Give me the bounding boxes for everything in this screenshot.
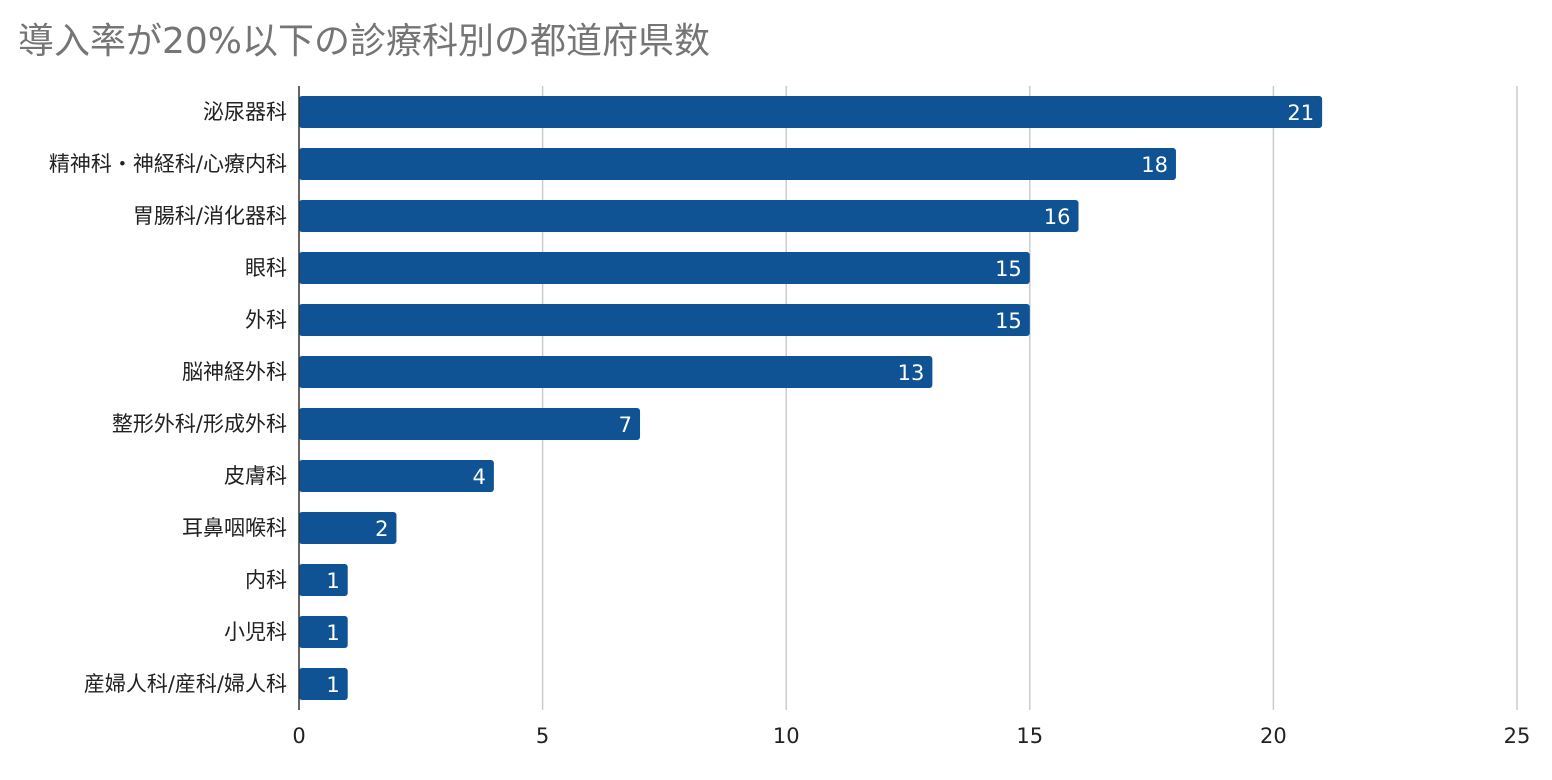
x-tick-label-15: 15: [1016, 724, 1043, 748]
x-tick-label-5: 5: [536, 724, 549, 748]
value-label-1: 18: [1141, 153, 1168, 177]
bars: [299, 96, 1323, 700]
category-label-1: 精神科・神経科/心療内科: [49, 152, 287, 176]
value-label-10: 1: [326, 621, 339, 645]
category-label-9: 内科: [245, 568, 287, 592]
x-tick-label-0: 0: [292, 724, 305, 748]
value-label-5: 13: [898, 361, 925, 385]
value-label-2: 16: [1044, 205, 1071, 229]
value-label-4: 15: [995, 309, 1022, 333]
category-label-10: 小児科: [224, 620, 287, 644]
bar-1: [299, 148, 1176, 180]
bar-9: [299, 564, 348, 596]
x-tick-label-20: 20: [1260, 724, 1287, 748]
value-label-8: 2: [375, 517, 388, 541]
bar-0: [299, 96, 1323, 128]
x-tick-label-25: 25: [1504, 724, 1531, 748]
gridlines: [541, 86, 1518, 710]
value-label-6: 7: [619, 413, 632, 437]
bar-7: [299, 460, 494, 492]
category-label-4: 外科: [245, 308, 287, 332]
category-label-2: 胃腸科/消化器科: [133, 204, 287, 228]
value-label-3: 15: [995, 257, 1022, 281]
bar-3: [299, 252, 1030, 284]
bar-6: [299, 408, 641, 440]
category-label-5: 脳神経外科: [182, 360, 287, 384]
bar-8: [299, 512, 397, 544]
category-label-11: 産婦人科/産科/婦人科: [84, 672, 287, 696]
bar-5: [299, 356, 933, 388]
value-label-0: 21: [1287, 101, 1314, 125]
category-label-3: 眼科: [245, 256, 287, 280]
value-label-7: 4: [473, 465, 486, 489]
bar-11: [299, 668, 348, 700]
category-label-8: 耳鼻咽喉科: [182, 516, 287, 540]
value-label-9: 1: [326, 569, 339, 593]
value-label-11: 1: [326, 673, 339, 697]
bar-4: [299, 304, 1030, 336]
x-tick-label-10: 10: [773, 724, 800, 748]
category-label-6: 整形外科/形成外科: [112, 412, 287, 436]
category-label-0: 泌尿器科: [203, 100, 287, 124]
chart-title: 導入率が20%以下の診療科別の都道府県数: [18, 21, 711, 62]
category-label-7: 皮膚科: [224, 464, 287, 488]
bar-2: [299, 200, 1079, 232]
bar-10: [299, 616, 348, 648]
